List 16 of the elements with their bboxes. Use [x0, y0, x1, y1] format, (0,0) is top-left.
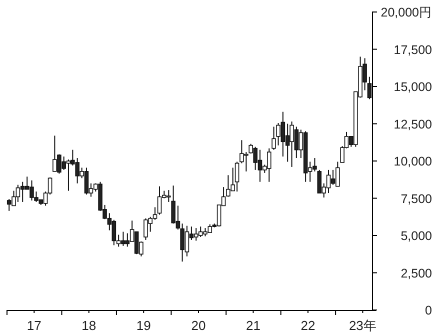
y-tick-label: 20,000円 — [380, 6, 432, 20]
x-tick-label: 18 — [82, 318, 96, 333]
x-tick-label: 22 — [300, 318, 316, 333]
y-tick-label: 12,500 — [394, 117, 432, 132]
y-tick-label: 10,000 — [394, 154, 432, 168]
y-tick-label: 5,000 — [400, 229, 432, 243]
x-tick-label: 17 — [26, 318, 42, 333]
x-tick-label: 23年 — [348, 318, 376, 333]
y-tick-label: 0 — [425, 304, 432, 318]
y-tick-label: 7,500 — [400, 192, 432, 206]
y-tick-label: 15,000 — [394, 80, 432, 94]
x-tick-label: 21 — [246, 318, 260, 333]
x-tick-label: 20 — [191, 318, 206, 333]
y-tick-label: 17,500 — [394, 42, 432, 57]
y-tick-label: 2,500 — [400, 266, 432, 280]
x-tick-label: 19 — [136, 318, 151, 333]
